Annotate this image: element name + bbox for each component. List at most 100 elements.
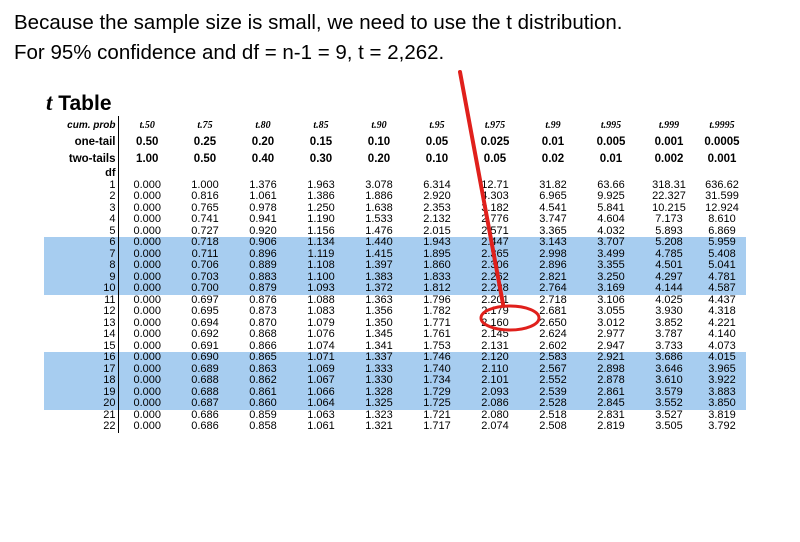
table-cell: 3.930 bbox=[655, 306, 683, 317]
table-row-df-15: 15 0.000 0.691 0.866 1.074 1.341 1.753 2.131 2.6… bbox=[44, 340, 746, 352]
table-cell: 2.228 bbox=[466, 283, 524, 295]
table-cell: 2.764 bbox=[524, 283, 582, 295]
table-cell: 2.821 bbox=[524, 271, 582, 283]
table-cell: 0.000 bbox=[133, 225, 162, 237]
one-tail-value: 0.05 bbox=[425, 136, 449, 148]
table-cell: 1.119 bbox=[292, 248, 350, 260]
one-tail-value: 0.20 bbox=[251, 136, 275, 148]
table-cell: 3.610 bbox=[640, 375, 698, 387]
table-cell: 0.896 bbox=[234, 248, 292, 260]
table-cell: 1.372 bbox=[350, 283, 408, 295]
table-cell: 1.721 bbox=[423, 409, 451, 421]
table-cell: 1.069 bbox=[292, 363, 350, 375]
table-row-df-5: 5 0.000 0.727 0.920 1.156 1.476 2.015 2.571 3.36… bbox=[44, 225, 746, 237]
table-cell: 1.063 bbox=[307, 409, 335, 421]
table-cell: 4.587 bbox=[698, 283, 746, 295]
t-distribution-table: cum. prob t.50 t.75 t.80 t.85 t.90 t.95 t.975 t.… bbox=[44, 116, 746, 433]
table-cell: 1.083 bbox=[307, 306, 335, 317]
table-cell: 0.765 bbox=[191, 202, 219, 214]
table-cell: 1.782 bbox=[423, 306, 451, 317]
table-cell: 1.734 bbox=[408, 375, 466, 387]
table-cell: 1.323 bbox=[365, 409, 393, 421]
df-value: 17 bbox=[44, 363, 119, 375]
table-cell: 2.921 bbox=[582, 352, 640, 364]
table-cell: 2.201 bbox=[481, 294, 509, 306]
table-cell: 1.067 bbox=[292, 375, 350, 387]
cum-prob-symbol: t.9995 bbox=[709, 119, 735, 131]
table-cell: 5.408 bbox=[698, 248, 746, 260]
table-cell: 3.505 bbox=[655, 421, 683, 432]
table-cell: 0.000 bbox=[118, 248, 176, 260]
df-value: 14 bbox=[44, 329, 119, 341]
table-cell: 1.100 bbox=[292, 271, 350, 283]
table-cell: 3.819 bbox=[708, 409, 736, 421]
table-cell: 4.015 bbox=[698, 352, 746, 364]
table-row-df-22: 22 0.000 0.686 0.858 1.061 1.321 1.717 2.074 2.5… bbox=[44, 421, 746, 433]
table-cell: 1.345 bbox=[365, 329, 393, 340]
table-cell: 3.852 bbox=[655, 317, 683, 329]
table-cell: 8.610 bbox=[708, 214, 736, 225]
table-cell: 0.861 bbox=[234, 386, 292, 398]
table-cell: 1.134 bbox=[292, 237, 350, 249]
df-label: df bbox=[44, 168, 119, 180]
table-cell: 4.073 bbox=[708, 340, 736, 352]
table-cell: 0.688 bbox=[176, 386, 234, 398]
intro-line-2: For 95% confidence and df = n-1 = 9, t =… bbox=[14, 41, 445, 64]
table-cell: 1.356 bbox=[365, 306, 393, 317]
df-value: 4 bbox=[44, 214, 119, 226]
cum-prob-symbol: t.95 bbox=[429, 119, 445, 131]
table-cell: 0.692 bbox=[191, 329, 219, 340]
table-cell: 2.508 bbox=[539, 421, 567, 432]
df-value: 12 bbox=[44, 306, 119, 318]
table-row-df-17: 17 0.000 0.689 0.863 1.069 1.333 1.740 2.110 2.5… bbox=[44, 363, 746, 375]
table-row-df-3: 3 0.000 0.765 0.978 1.250 1.638 2.353 3.182 4.54… bbox=[44, 202, 746, 214]
table-row-df-6: 6 0.000 0.718 0.906 1.134 1.440 1.943 2.447 3.14… bbox=[44, 237, 746, 249]
table-cell: 0.000 bbox=[133, 214, 162, 225]
table-cell: 1.440 bbox=[350, 237, 408, 249]
cum-prob-symbol: t.975 bbox=[484, 119, 506, 131]
table-cell: 0.727 bbox=[191, 225, 219, 237]
table-cell: 1.333 bbox=[350, 363, 408, 375]
table-cell: 2.080 bbox=[481, 409, 509, 421]
table-cell: 1.074 bbox=[307, 340, 335, 352]
table-row-df-16: 16 0.000 0.690 0.865 1.071 1.337 1.746 2.120 2.5… bbox=[44, 352, 746, 364]
table-cell: 1.321 bbox=[365, 421, 393, 432]
df-value: 16 bbox=[44, 352, 119, 364]
table-cell: 0.876 bbox=[249, 294, 277, 306]
table-cell: 3.106 bbox=[597, 294, 625, 306]
table-cell: 4.604 bbox=[597, 214, 625, 225]
cum-prob-symbol: t.99 bbox=[545, 119, 561, 131]
table-cell: 1.796 bbox=[423, 294, 451, 306]
two-tails-value: 1.00 bbox=[136, 153, 159, 165]
table-row-df-12: 12 0.000 0.695 0.873 1.083 1.356 1.782 2.179 2.6… bbox=[44, 306, 746, 318]
table-cell: 1.963 bbox=[307, 179, 335, 191]
table-cell: 31.599 bbox=[705, 191, 739, 202]
df-header-blank bbox=[350, 168, 408, 180]
table-cell: 0.000 bbox=[133, 317, 162, 329]
table-cell: 4.541 bbox=[539, 202, 567, 214]
table-cell: 3.646 bbox=[640, 363, 698, 375]
df-value: 20 bbox=[44, 398, 119, 410]
table-cell: 9.925 bbox=[597, 191, 625, 202]
df-header-blank bbox=[408, 168, 466, 180]
table-cell: 3.143 bbox=[524, 237, 582, 249]
df-header-blank bbox=[640, 168, 698, 180]
table-cell: 3.922 bbox=[698, 375, 746, 387]
table-cell: 2.179 bbox=[481, 306, 509, 317]
table-cell: 2.365 bbox=[466, 248, 524, 260]
table-cell: 0.816 bbox=[191, 191, 219, 202]
df-value: 18 bbox=[44, 375, 119, 387]
one-tail-value: 0.0005 bbox=[704, 136, 740, 148]
table-cell: 1.886 bbox=[365, 191, 393, 202]
table-cell: 0.000 bbox=[133, 294, 162, 306]
table-cell: 1.330 bbox=[350, 375, 408, 387]
table-cell: 1.079 bbox=[307, 317, 335, 329]
table-cell: 2.353 bbox=[423, 202, 451, 214]
table-cell: 2.681 bbox=[539, 306, 567, 317]
df-value: 1 bbox=[44, 179, 119, 191]
one-tail-label: one-tail bbox=[44, 134, 119, 151]
table-cell: 1.363 bbox=[365, 294, 393, 306]
table-cell: 2.920 bbox=[423, 191, 451, 202]
table-cell: 0.000 bbox=[118, 271, 176, 283]
table-cell: 3.365 bbox=[539, 225, 567, 237]
